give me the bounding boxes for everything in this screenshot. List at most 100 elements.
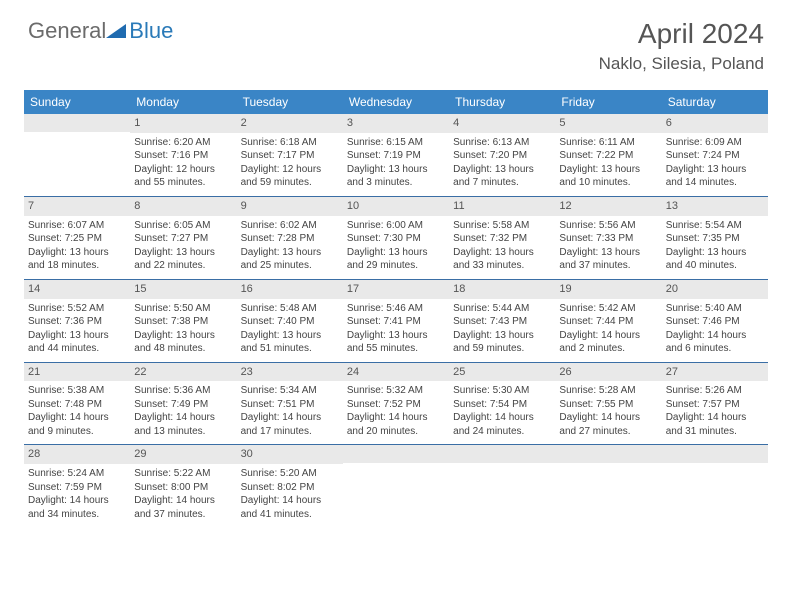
sunset-text: Sunset: 7:38 PM: [134, 315, 232, 329]
sunset-text: Sunset: 7:24 PM: [666, 149, 764, 163]
calendar-cell: 21 Sunrise: 5:38 AMSunset: 7:48 PMDayligh…: [24, 363, 130, 445]
cell-body: Sunrise: 5:24 AMSunset: 7:59 PMDaylight:…: [24, 464, 130, 527]
header: General Blue April 2024 Naklo, Silesia, …: [0, 0, 792, 82]
sunrise-text: Sunrise: 5:52 AM: [28, 302, 126, 316]
sunrise-text: Sunrise: 5:46 AM: [347, 302, 445, 316]
week-row: 7Sunrise: 6:07 AMSunset: 7:25 PMDaylight…: [24, 197, 768, 280]
cell-body: Sunrise: 5:48 AMSunset: 7:40 PMDaylight:…: [237, 299, 343, 362]
cell-date: 10: [343, 197, 449, 216]
sunset-text: Sunset: 7:51 PM: [241, 398, 339, 412]
daylight-text: Daylight: 14 hours and 34 minutes.: [28, 494, 126, 521]
daylight-text: Daylight: 13 hours and 10 minutes.: [559, 163, 657, 190]
daylight-text: Daylight: 13 hours and 3 minutes.: [347, 163, 445, 190]
sunset-text: Sunset: 7:46 PM: [666, 315, 764, 329]
cell-body: Sunrise: 6:20 AMSunset: 7:16 PMDaylight:…: [130, 133, 236, 196]
daylight-text: Daylight: 14 hours and 17 minutes.: [241, 411, 339, 438]
sunrise-text: Sunrise: 6:11 AM: [559, 136, 657, 150]
day-of-week-saturday: Saturday: [662, 90, 768, 114]
calendar-cell: [449, 445, 555, 527]
calendar-cell: 26Sunrise: 5:28 AMSunset: 7:55 PMDayligh…: [555, 363, 661, 445]
sunset-text: Sunset: 7:19 PM: [347, 149, 445, 163]
cell-date: 17: [343, 280, 449, 299]
sunrise-text: Sunrise: 6:15 AM: [347, 136, 445, 150]
cell-date: 18: [449, 280, 555, 299]
sunrise-text: Sunrise: 5:32 AM: [347, 384, 445, 398]
daylight-text: Daylight: 14 hours and 27 minutes.: [559, 411, 657, 438]
calendar-cell: 22Sunrise: 5:36 AMSunset: 7:49 PMDayligh…: [130, 363, 236, 445]
week-row: 1Sunrise: 6:20 AMSunset: 7:16 PMDaylight…: [24, 114, 768, 197]
sunset-text: Sunset: 7:27 PM: [134, 232, 232, 246]
sunrise-text: Sunrise: 5:50 AM: [134, 302, 232, 316]
sunset-text: Sunset: 7:48 PM: [28, 398, 126, 412]
sunrise-text: Sunrise: 6:05 AM: [134, 219, 232, 233]
daylight-text: Daylight: 14 hours and 2 minutes.: [559, 329, 657, 356]
sunset-text: Sunset: 7:32 PM: [453, 232, 551, 246]
day-of-week-row: SundayMondayTuesdayWednesdayThursdayFrid…: [24, 90, 768, 114]
sunrise-text: Sunrise: 5:22 AM: [134, 467, 232, 481]
day-of-week-thursday: Thursday: [449, 90, 555, 114]
cell-body: Sunrise: 6:09 AMSunset: 7:24 PMDaylight:…: [662, 133, 768, 196]
cell-date: 14: [24, 280, 130, 299]
daylight-text: Daylight: 13 hours and 14 minutes.: [666, 163, 764, 190]
sunset-text: Sunset: 7:28 PM: [241, 232, 339, 246]
sunrise-text: Sunrise: 5:38 AM: [28, 384, 126, 398]
daylight-text: Daylight: 14 hours and 9 minutes.: [28, 411, 126, 438]
calendar-cell: [662, 445, 768, 527]
sunset-text: Sunset: 7:57 PM: [666, 398, 764, 412]
sunrise-text: Sunrise: 6:07 AM: [28, 219, 126, 233]
calendar-cell: 30Sunrise: 5:20 AMSunset: 8:02 PMDayligh…: [237, 445, 343, 527]
sunset-text: Sunset: 7:49 PM: [134, 398, 232, 412]
cell-date: 25: [449, 363, 555, 382]
sunset-text: Sunset: 7:25 PM: [28, 232, 126, 246]
daylight-text: Daylight: 13 hours and 29 minutes.: [347, 246, 445, 273]
daylight-text: Daylight: 13 hours and 37 minutes.: [559, 246, 657, 273]
cell-date: 2: [237, 114, 343, 133]
cell-date: 21: [24, 363, 130, 382]
calendar-cell: 23Sunrise: 5:34 AMSunset: 7:51 PMDayligh…: [237, 363, 343, 445]
logo-text-blue: Blue: [129, 18, 173, 44]
sunrise-text: Sunrise: 5:36 AM: [134, 384, 232, 398]
calendar-cell: 29Sunrise: 5:22 AMSunset: 8:00 PMDayligh…: [130, 445, 236, 527]
cell-body: Sunrise: 6:07 AMSunset: 7:25 PMDaylight:…: [24, 216, 130, 279]
sunset-text: Sunset: 7:41 PM: [347, 315, 445, 329]
week-row: 14Sunrise: 5:52 AMSunset: 7:36 PMDayligh…: [24, 280, 768, 363]
sunset-text: Sunset: 7:44 PM: [559, 315, 657, 329]
sunset-text: Sunset: 7:33 PM: [559, 232, 657, 246]
calendar-cell: [24, 114, 130, 196]
sunset-text: Sunset: 7:55 PM: [559, 398, 657, 412]
cell-date: 1: [130, 114, 236, 133]
cell-date: [662, 445, 768, 463]
logo-text-general: General: [28, 18, 106, 44]
cell-date: 5: [555, 114, 661, 133]
sunrise-text: Sunrise: 5:42 AM: [559, 302, 657, 316]
daylight-text: Daylight: 13 hours and 55 minutes.: [347, 329, 445, 356]
calendar: SundayMondayTuesdayWednesdayThursdayFrid…: [24, 90, 768, 527]
cell-body: Sunrise: 6:18 AMSunset: 7:17 PMDaylight:…: [237, 133, 343, 196]
cell-date: 28: [24, 445, 130, 464]
daylight-text: Daylight: 13 hours and 22 minutes.: [134, 246, 232, 273]
cell-date: 23: [237, 363, 343, 382]
daylight-text: Daylight: 12 hours and 55 minutes.: [134, 163, 232, 190]
sunrise-text: Sunrise: 6:20 AM: [134, 136, 232, 150]
daylight-text: Daylight: 13 hours and 44 minutes.: [28, 329, 126, 356]
cell-date: 3: [343, 114, 449, 133]
sunrise-text: Sunrise: 5:54 AM: [666, 219, 764, 233]
calendar-cell: 7Sunrise: 6:07 AMSunset: 7:25 PMDaylight…: [24, 197, 130, 279]
sunset-text: Sunset: 8:00 PM: [134, 481, 232, 495]
calendar-cell: 12Sunrise: 5:56 AMSunset: 7:33 PMDayligh…: [555, 197, 661, 279]
calendar-cell: 1Sunrise: 6:20 AMSunset: 7:16 PMDaylight…: [130, 114, 236, 196]
title-block: April 2024 Naklo, Silesia, Poland: [599, 18, 764, 74]
cell-body: Sunrise: 5:50 AMSunset: 7:38 PMDaylight:…: [130, 299, 236, 362]
day-of-week-monday: Monday: [130, 90, 236, 114]
calendar-cell: 9Sunrise: 6:02 AMSunset: 7:28 PMDaylight…: [237, 197, 343, 279]
sunrise-text: Sunrise: 6:18 AM: [241, 136, 339, 150]
calendar-cell: [343, 445, 449, 527]
cell-body: Sunrise: 5:40 AMSunset: 7:46 PMDaylight:…: [662, 299, 768, 362]
sunset-text: Sunset: 8:02 PM: [241, 481, 339, 495]
day-of-week-tuesday: Tuesday: [237, 90, 343, 114]
calendar-cell: 8Sunrise: 6:05 AMSunset: 7:27 PMDaylight…: [130, 197, 236, 279]
cell-date: 27: [662, 363, 768, 382]
daylight-text: Daylight: 14 hours and 20 minutes.: [347, 411, 445, 438]
cell-body: Sunrise: 6:15 AMSunset: 7:19 PMDaylight:…: [343, 133, 449, 196]
location: Naklo, Silesia, Poland: [599, 54, 764, 74]
